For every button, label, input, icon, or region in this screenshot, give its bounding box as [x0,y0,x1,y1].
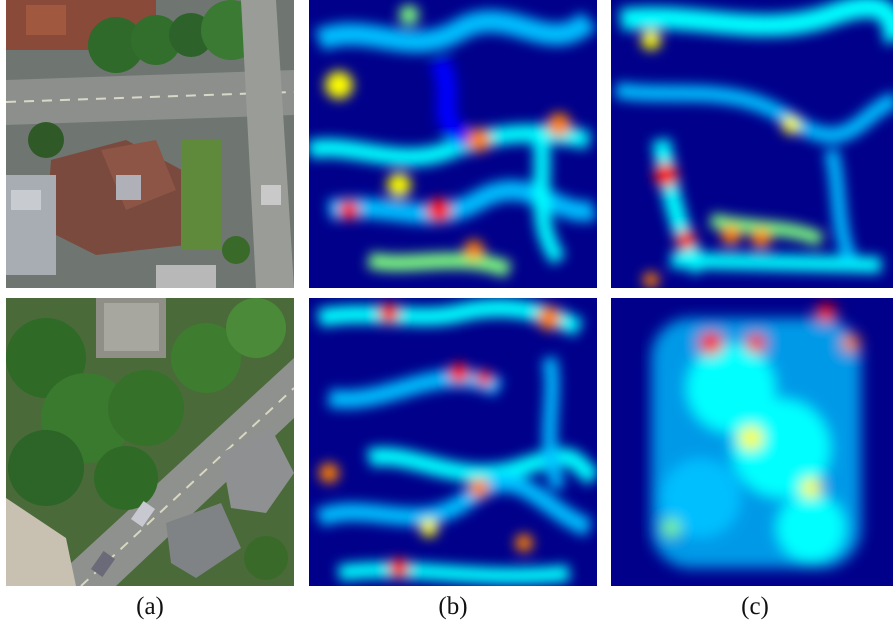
heatmap-b-bottom [309,298,597,586]
caption-c: (c) [741,593,769,620]
heatmap-c-top [611,0,893,288]
caption-b: (b) [438,593,468,620]
heatmap-b-top [309,0,597,288]
aerial-image-top [6,0,294,288]
aerial-image-bottom [6,298,294,586]
heatmap-c-bottom [611,298,893,586]
caption-a: (a) [136,593,164,620]
